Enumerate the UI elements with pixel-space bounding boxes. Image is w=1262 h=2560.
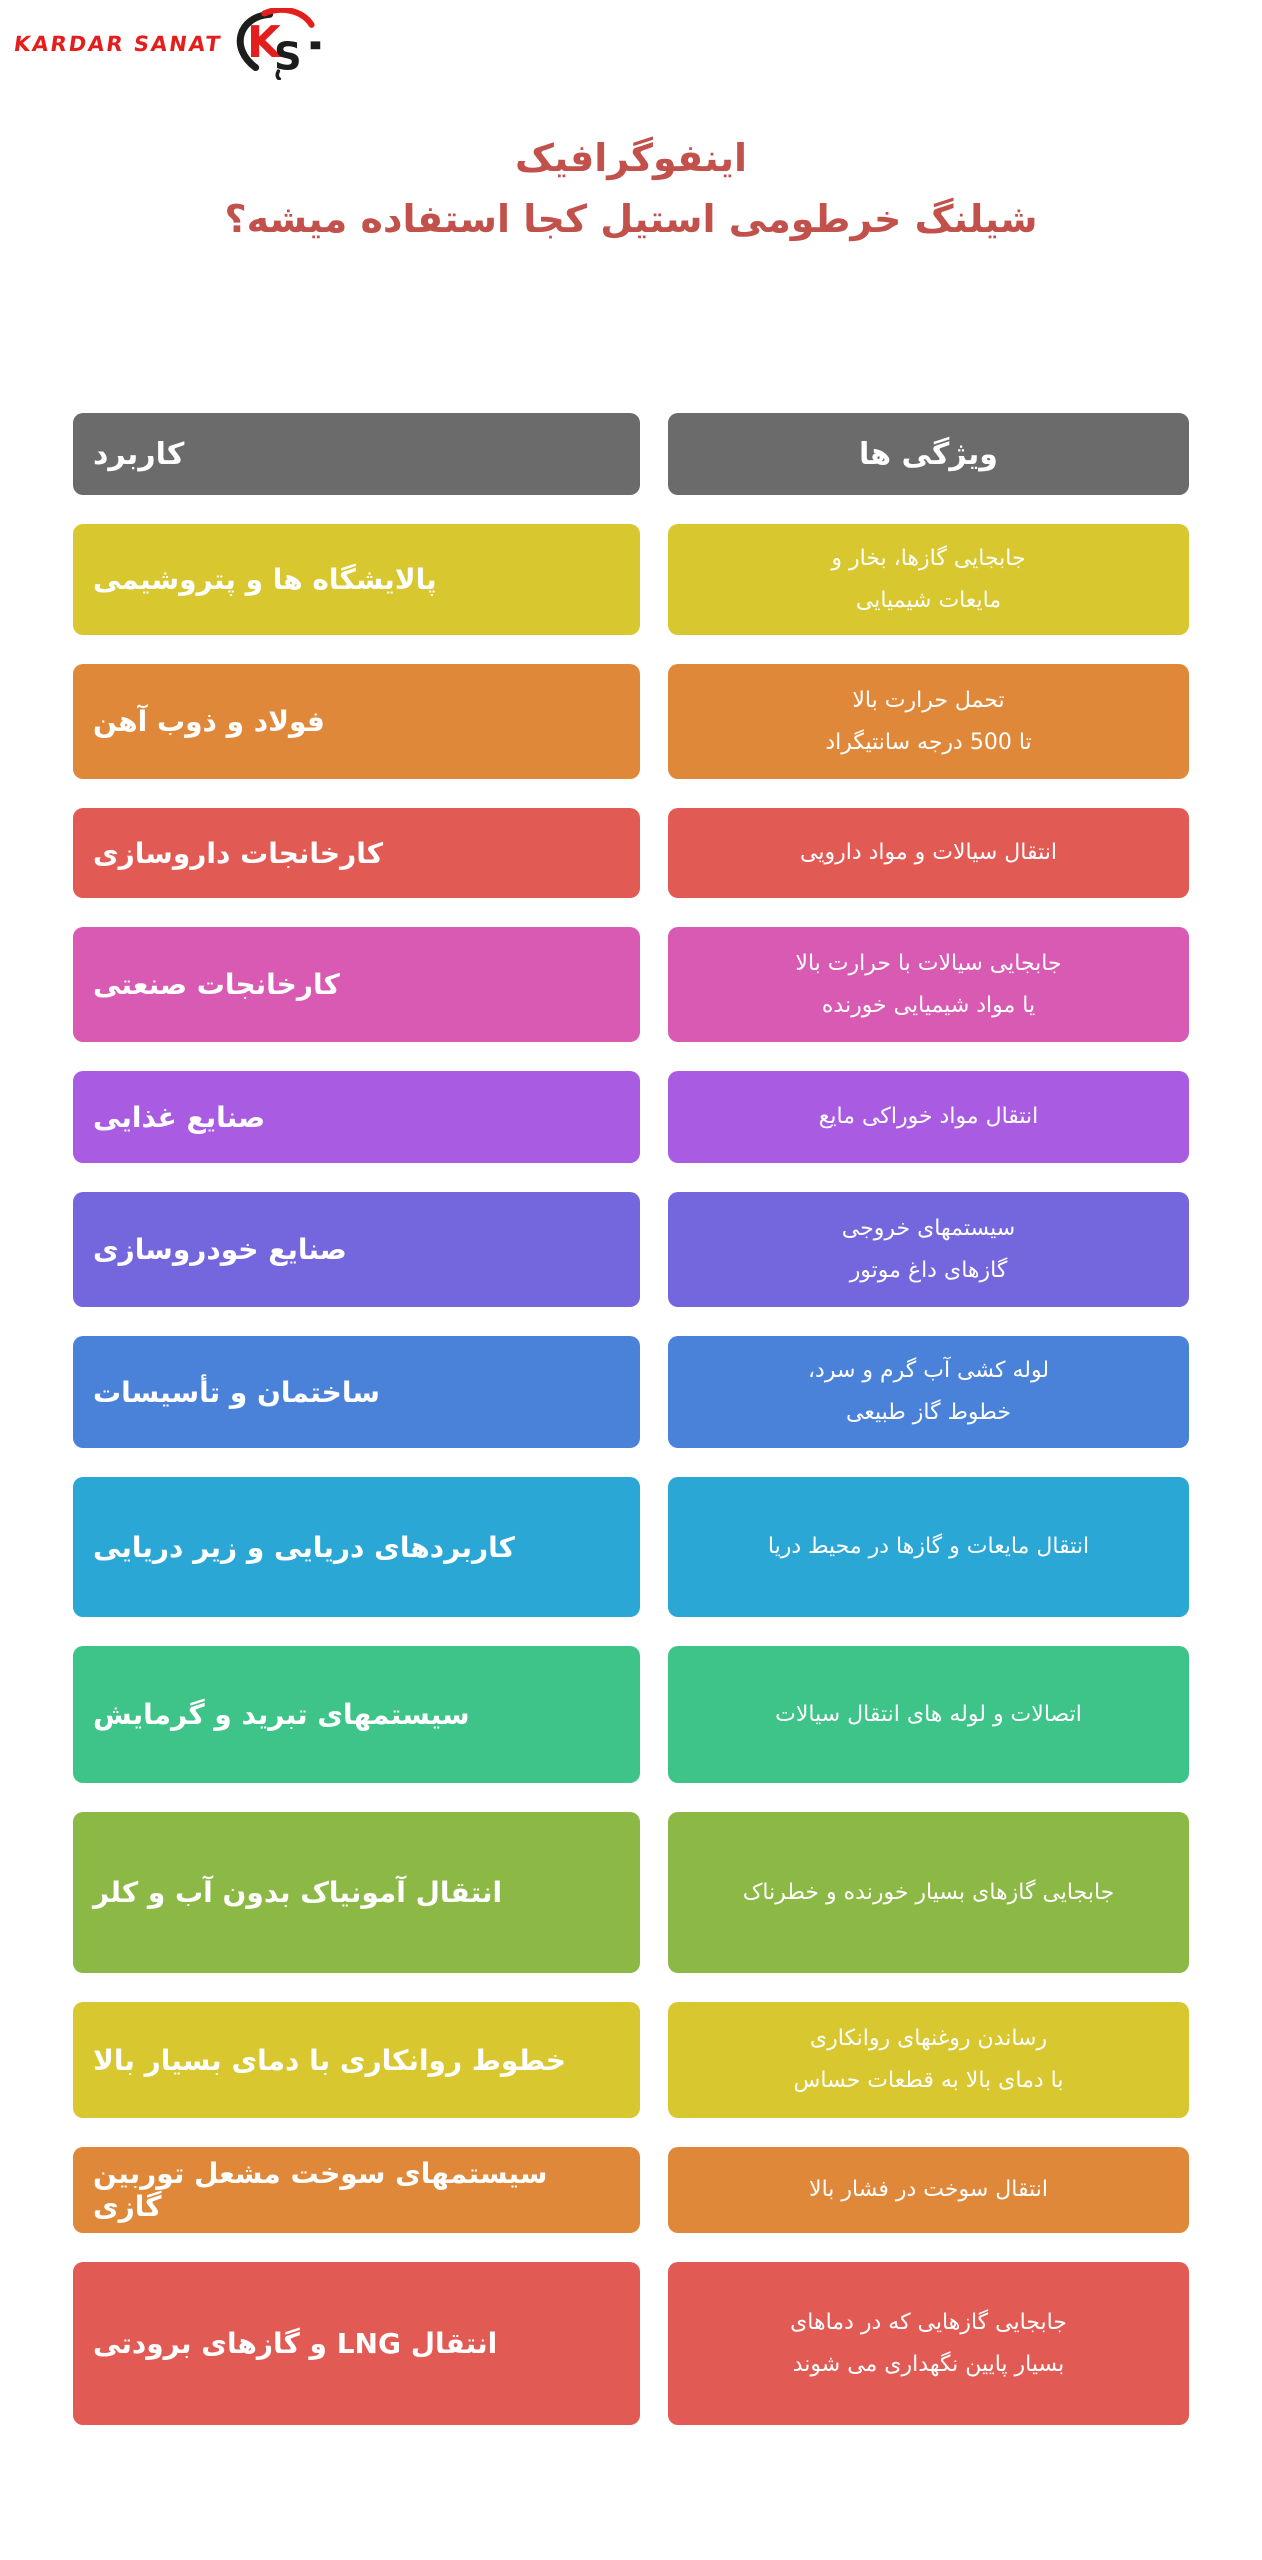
application-cell: فولاد و ذوب آهن	[73, 664, 640, 779]
feature-cell: انتقال مایعات و گازها در محیط دریا	[668, 1477, 1189, 1617]
feature-cell: سیستمهای خروجی گازهای داغ موتور	[668, 1192, 1189, 1307]
feature-cell: انتقال مواد خوراکی مایع	[668, 1071, 1189, 1163]
feature-cell: انتقال سوخت در فشار بالا	[668, 2147, 1189, 2233]
application-cell: کارخانجات داروسازی	[73, 808, 640, 898]
comparison-table: کاربرد ویژگی ها پالایشگاه ها و پتروشیمی …	[73, 413, 1189, 2425]
feature-line: لوله کشی آب گرم و سرد،	[807, 1358, 1050, 1384]
table-row: سیستمهای تبرید و گرمایش اتصالات و لوله ه…	[73, 1646, 1189, 1783]
table-row: صنایع غذایی انتقال مواد خوراکی مایع	[73, 1071, 1189, 1163]
feature-cell: انتقال سیالات و مواد دارویی	[668, 808, 1189, 898]
application-cell: سیستمهای سوخت مشعل توربین گازی	[73, 2147, 640, 2233]
feature-line: گازهای داغ موتور	[849, 1257, 1008, 1283]
column-header-features: ویژگی ها	[668, 413, 1189, 495]
logo-text: KARDAR SANAT	[12, 32, 224, 56]
table-row: کاربردهای دریایی و زیر دریایی انتقال مای…	[73, 1477, 1189, 1617]
table-row: سیستمهای سوخت مشعل توربین گازی انتقال سو…	[73, 2147, 1189, 2233]
feature-line: سیستمهای خروجی	[841, 1215, 1016, 1241]
application-cell: پالایشگاه ها و پتروشیمی	[73, 524, 640, 635]
table-row: خطوط روانکاری با دمای بسیار بالا رساندن …	[73, 2002, 1189, 2118]
kardar-sanat-logo-icon: K S	[236, 8, 321, 80]
feature-line: تا 500 درجه سانتیگراد	[825, 729, 1032, 755]
table-row: فولاد و ذوب آهن تحمل حرارت بالا تا 500 د…	[73, 664, 1189, 779]
feature-cell: لوله کشی آب گرم و سرد، خطوط گاز طبیعی	[668, 1336, 1189, 1448]
feature-line: جابجایی سیالات با حرارت بالا	[795, 950, 1062, 976]
column-header-application: کاربرد	[73, 413, 640, 495]
feature-cell: جابجایی سیالات با حرارت بالا یا مواد شیم…	[668, 927, 1189, 1042]
feature-line: یا مواد شیمیایی خورنده	[821, 992, 1036, 1018]
table-header-row: کاربرد ویژگی ها	[73, 413, 1189, 495]
feature-line: انتقال سیالات و مواد دارویی	[800, 840, 1057, 866]
logo: KARDAR SANAT K S	[12, 8, 322, 80]
feature-cell: تحمل حرارت بالا تا 500 درجه سانتیگراد	[668, 664, 1189, 779]
application-cell: ساختمان و تأسیسات	[73, 1336, 640, 1448]
feature-cell: رساندن روغنهای روانکاری با دمای بالا به …	[668, 2002, 1189, 2118]
application-cell: سیستمهای تبرید و گرمایش	[73, 1646, 640, 1783]
table-row: کارخانجات صنعتی جابجایی سیالات با حرارت …	[73, 927, 1189, 1042]
feature-line: تحمل حرارت بالا	[852, 687, 1005, 713]
application-cell: کارخانجات صنعتی	[73, 927, 640, 1042]
title-line-1: اینفوگرافیک	[514, 136, 748, 180]
application-cell: صنایع غذایی	[73, 1071, 640, 1163]
application-cell: خطوط روانکاری با دمای بسیار بالا	[73, 2002, 640, 2118]
feature-line: انتقال مواد خوراکی مایع	[818, 1104, 1039, 1130]
feature-cell: جابجایی گازهایی که در دماهای بسیار پایین…	[668, 2262, 1189, 2425]
feature-line: جابجایی گازهای بسیار خورنده و خطرناک	[742, 1879, 1115, 1905]
svg-text:K: K	[247, 18, 283, 68]
feature-cell: اتصالات و لوله های انتقال سیالات	[668, 1646, 1189, 1783]
feature-line: انتقال سوخت در فشار بالا	[809, 2177, 1048, 2203]
feature-cell: جابجایی گازهای بسیار خورنده و خطرناک	[668, 1812, 1189, 1973]
table-row: کارخانجات داروسازی انتقال سیالات و مواد …	[73, 808, 1189, 898]
feature-line: جابجایی گازها، بخار و	[831, 545, 1026, 571]
table-row: پالایشگاه ها و پتروشیمی جابجایی گازها، ب…	[73, 524, 1189, 635]
feature-line: رساندن روغنهای روانکاری	[809, 2026, 1048, 2052]
title-line-2: شیلنگ خرطومی استیل کجا استفاده میشه؟	[224, 196, 1038, 241]
application-cell: کاربردهای دریایی و زیر دریایی	[73, 1477, 640, 1617]
feature-line: با دمای بالا به قطعات حساس	[793, 2068, 1064, 2093]
table-row: صنایع خودروسازی سیستمهای خروجی گازهای دا…	[73, 1192, 1189, 1307]
feature-line: جابجایی گازهایی که در دماهای	[790, 2309, 1067, 2335]
feature-line: اتصالات و لوله های انتقال سیالات	[775, 1701, 1082, 1727]
table-row: انتقال LNG و گازهای برودتی جابجایی گازها…	[73, 2262, 1189, 2425]
application-cell: صنایع خودروسازی	[73, 1192, 640, 1307]
table-row: انتقال آمونیاک بدون آب و کلر جابجایی گاز…	[73, 1812, 1189, 1973]
feature-line: خطوط گاز طبیعی	[846, 1400, 1011, 1425]
feature-line: انتقال مایعات و گازها در محیط دریا	[767, 1534, 1090, 1560]
application-cell: انتقال LNG و گازهای برودتی	[73, 2262, 640, 2425]
page-title: اینفوگرافیک شیلنگ خرطومی استیل کجا استفا…	[0, 128, 1262, 250]
feature-line: بسیار پایین نگهداری می شوند	[792, 2351, 1065, 2377]
feature-cell: جابجایی گازها، بخار و مایعات شیمیایی	[668, 524, 1189, 635]
table-row: ساختمان و تأسیسات لوله کشی آب گرم و سرد،…	[73, 1336, 1189, 1448]
application-cell: انتقال آمونیاک بدون آب و کلر	[73, 1812, 640, 1973]
feature-line: مایعات شیمیایی	[855, 587, 1002, 613]
